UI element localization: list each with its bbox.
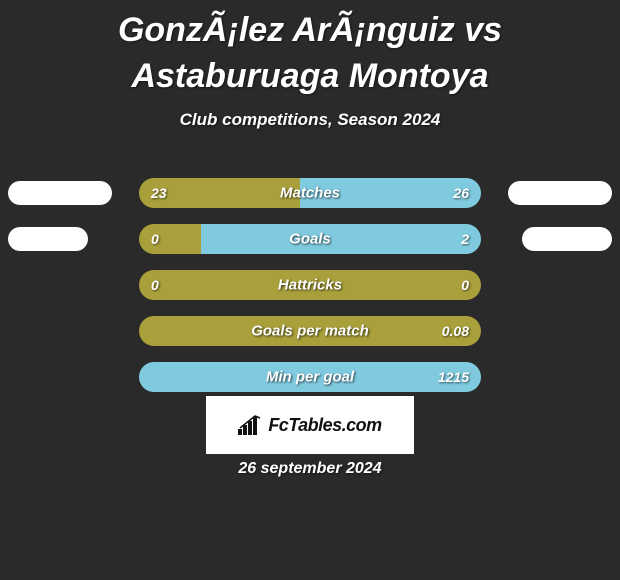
stat-rows: 2326Matches02Goals00Hattricks0.08Goals p… <box>0 170 620 400</box>
pill-left <box>8 227 88 251</box>
bar-right <box>139 362 481 392</box>
bar-track: 2326Matches <box>139 178 481 208</box>
bar-track: 1215Min per goal <box>139 362 481 392</box>
page-title: GonzÃ¡lez ArÃ¡nguiz vs Astaburuaga Monto… <box>0 0 620 100</box>
bar-value-right: 0 <box>461 277 469 293</box>
logo-bars-icon <box>238 415 262 435</box>
stat-row: 0.08Goals per match <box>0 308 620 354</box>
bar-left <box>139 270 481 300</box>
logo-box: FcTables.com <box>206 396 414 454</box>
bar-value-left: 0 <box>151 277 159 293</box>
pill-right <box>508 181 612 205</box>
bar-left <box>139 224 201 254</box>
bar-value-right: 1215 <box>438 369 469 385</box>
stat-row: 02Goals <box>0 216 620 262</box>
logo-text: FcTables.com <box>268 415 381 436</box>
stat-row: 2326Matches <box>0 170 620 216</box>
bar-value-left: 23 <box>151 185 167 201</box>
bar-left <box>139 316 481 346</box>
pill-right <box>522 227 612 251</box>
pill-left <box>8 181 112 205</box>
bar-track: 00Hattricks <box>139 270 481 300</box>
bar-track: 0.08Goals per match <box>139 316 481 346</box>
stat-row: 00Hattricks <box>0 262 620 308</box>
stat-row: 1215Min per goal <box>0 354 620 400</box>
bar-track: 02Goals <box>139 224 481 254</box>
bar-right <box>201 224 481 254</box>
bar-value-right: 2 <box>461 231 469 247</box>
date-text: 26 september 2024 <box>0 460 620 478</box>
bar-value-right: 0.08 <box>442 323 469 339</box>
bar-value-right: 26 <box>453 185 469 201</box>
subtitle: Club competitions, Season 2024 <box>0 110 620 130</box>
bar-value-left: 0 <box>151 231 159 247</box>
